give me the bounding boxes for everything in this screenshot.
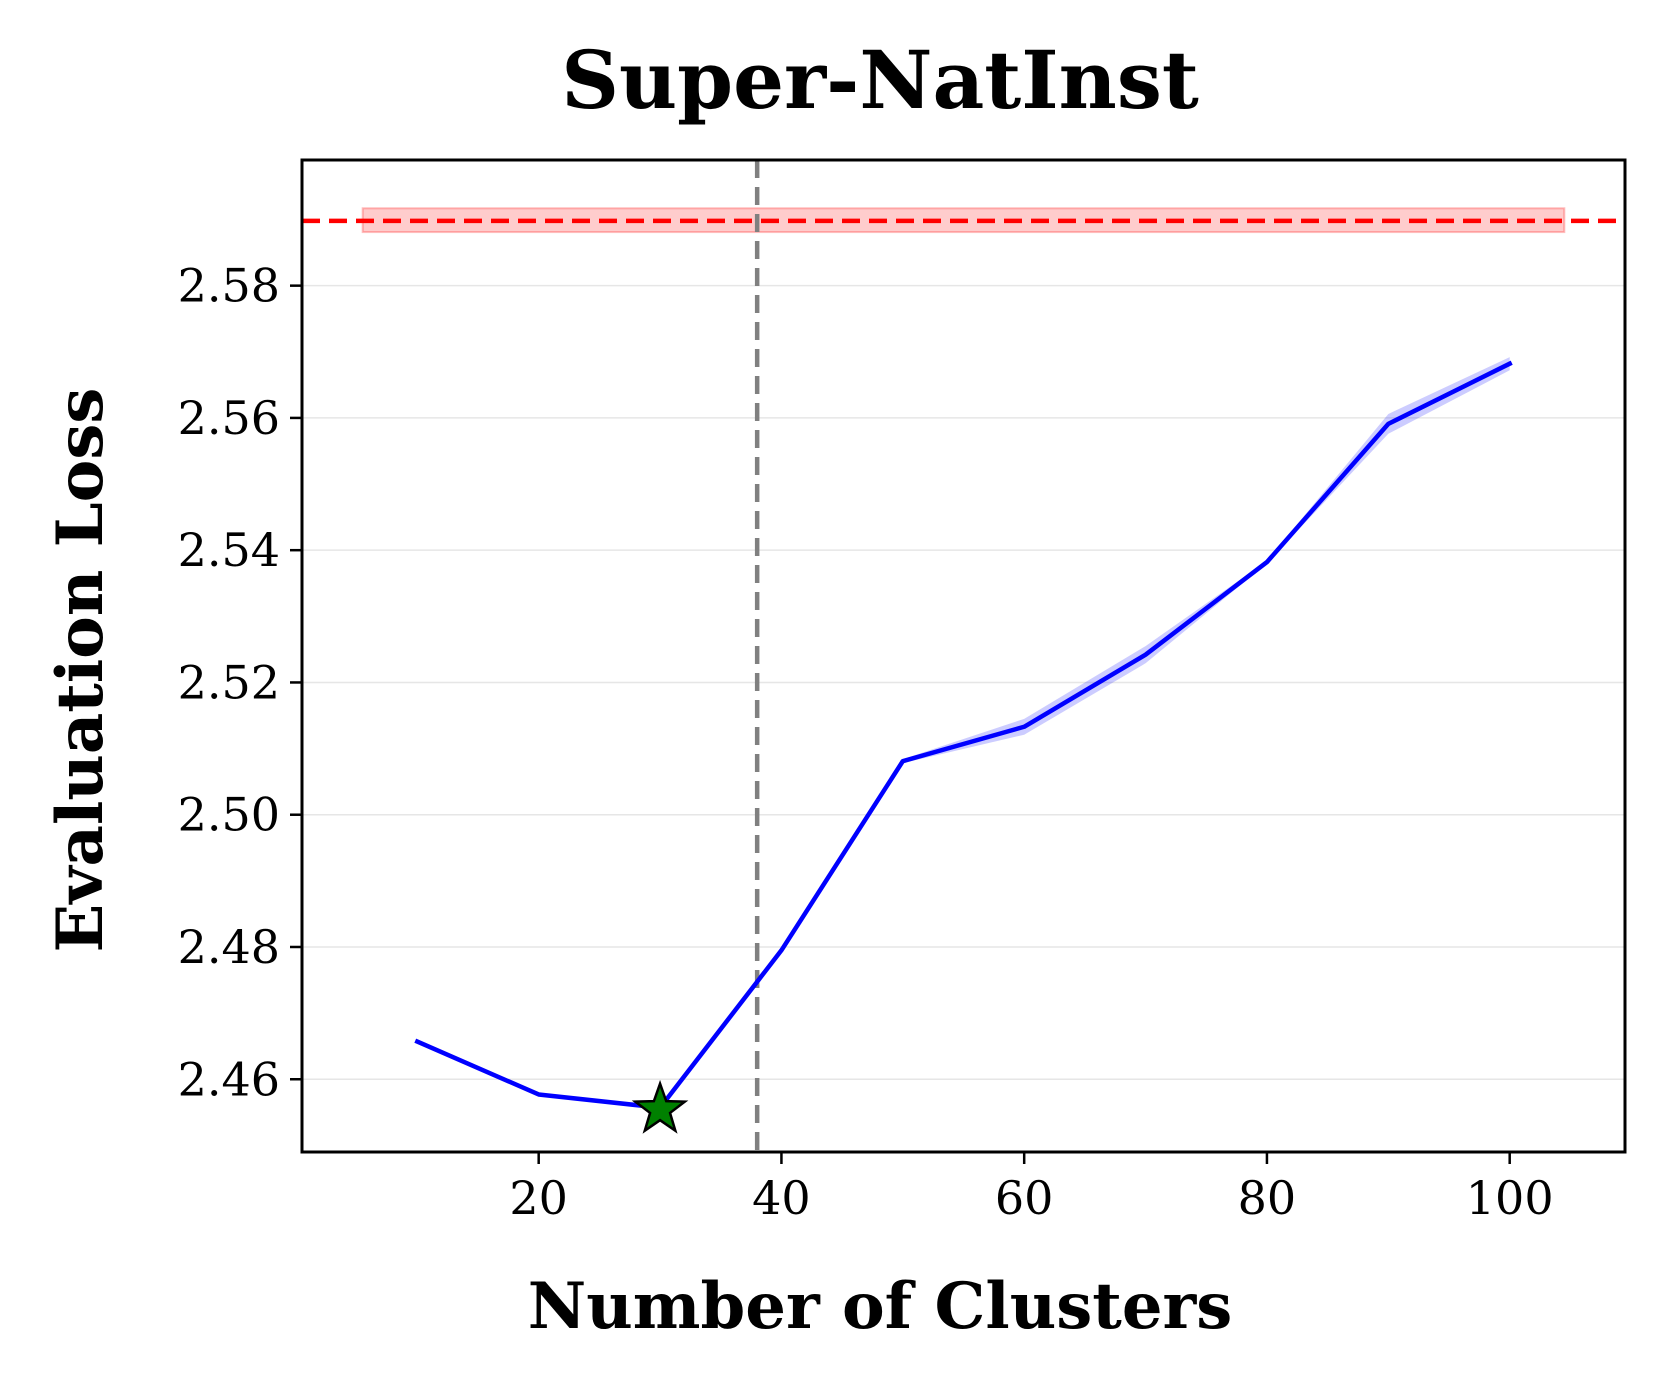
axes-frame: [300, 158, 1627, 1154]
x-tick-label: 20: [509, 1171, 568, 1225]
chart-title: Super-NatInst: [561, 33, 1199, 127]
y-tick-label: 2.52: [178, 655, 280, 709]
y-tick-label: 2.46: [178, 1052, 280, 1106]
y-tick-label: 2.50: [178, 788, 280, 842]
x-tick-label: 60: [995, 1171, 1054, 1225]
y-axis-label: Evaluation Loss: [43, 388, 118, 953]
best-point-star-marker: [631, 1079, 689, 1134]
x-tick-label: 40: [752, 1171, 811, 1225]
series-line: [414, 360, 1513, 1110]
plot-area: 20 40 60 80 100 2.46 2.48 2.50 2.52 2.54 2.56 2.58: [178, 158, 1627, 1225]
x-tick-label: 100: [1466, 1171, 1554, 1225]
plot-content: [302, 160, 1625, 1152]
x-axis-label: Number of Clusters: [528, 1269, 1233, 1344]
y-tick-label: 2.48: [178, 920, 280, 974]
y-tick-label: 2.54: [178, 523, 280, 577]
y-tick-label: 2.58: [178, 259, 280, 313]
x-tick-label: 80: [1238, 1171, 1297, 1225]
y-tick-label: 2.56: [178, 391, 280, 445]
